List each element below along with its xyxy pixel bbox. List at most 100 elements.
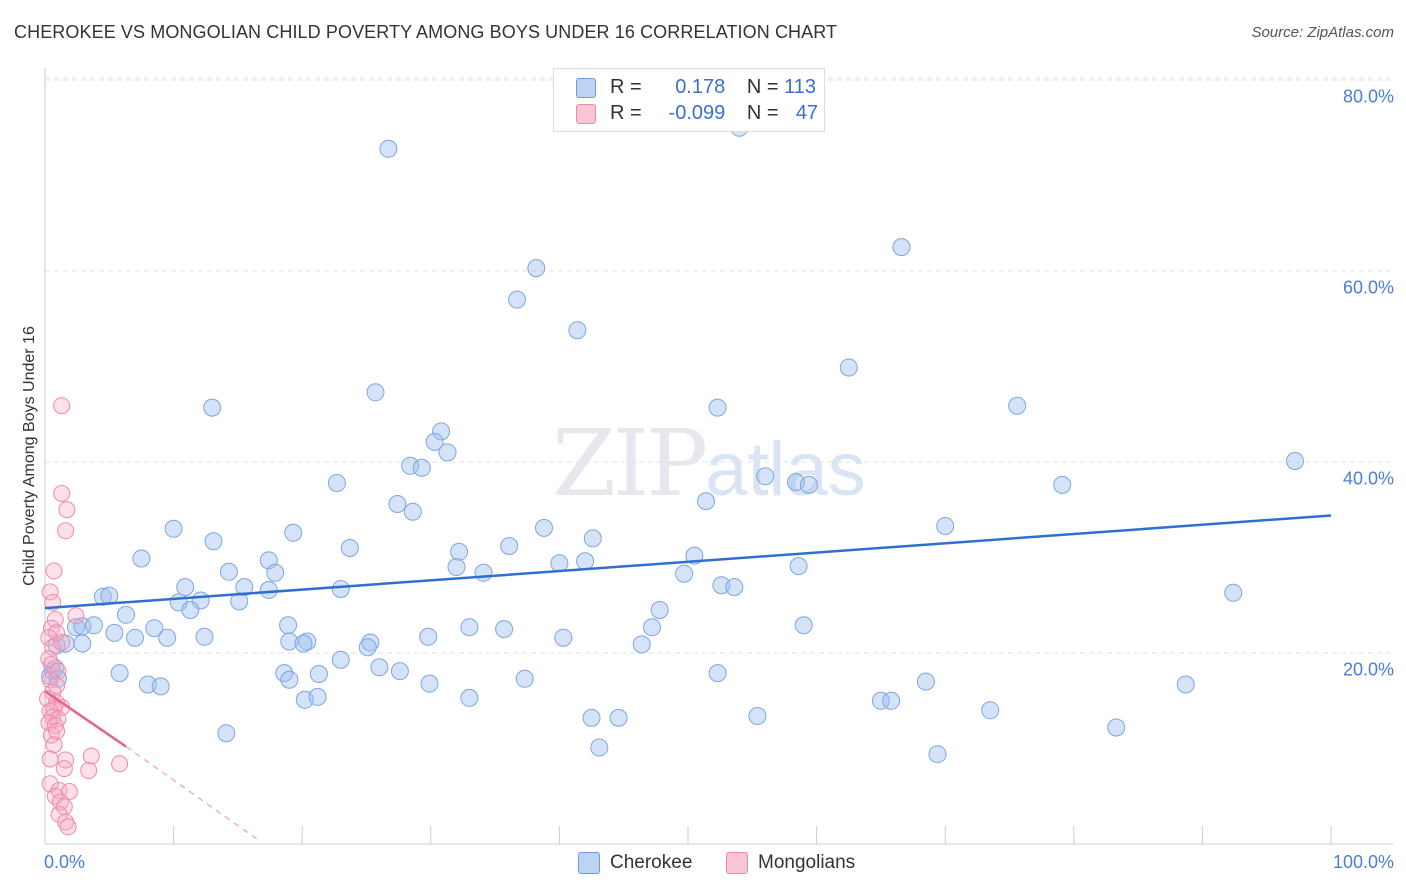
mongolians-point xyxy=(53,397,71,415)
cherokee-point xyxy=(235,578,254,597)
legend-r-label: R = xyxy=(610,76,642,98)
cherokee-point xyxy=(294,634,313,653)
cherokee-point xyxy=(105,623,124,642)
mongolians-point xyxy=(57,751,75,769)
cherokee-point xyxy=(158,628,177,647)
cherokee-point xyxy=(756,467,775,486)
cherokee-point xyxy=(219,562,238,581)
cherokee-point xyxy=(789,557,808,576)
cherokee-point xyxy=(508,290,526,309)
cherokee-point xyxy=(279,616,298,635)
cherokee-point xyxy=(550,554,569,573)
cherokee-point xyxy=(132,549,151,568)
cherokee-point xyxy=(554,628,573,647)
cherokee-point xyxy=(527,259,546,278)
cherokee-point xyxy=(164,519,183,538)
cherokee-point xyxy=(495,620,514,639)
mongolians-point xyxy=(42,619,60,637)
cherokee-point xyxy=(936,517,955,535)
cherokee-point xyxy=(794,616,813,635)
cherokee-point xyxy=(419,627,438,646)
cherokee-point xyxy=(515,669,534,688)
mongolians-trend-extension xyxy=(125,746,258,840)
cherokee-point xyxy=(361,633,380,652)
mongolians-trend-line xyxy=(44,690,127,748)
cherokee-point xyxy=(181,601,200,619)
mongolians-point xyxy=(41,775,59,793)
cherokee-point xyxy=(609,708,628,727)
mongolians-point xyxy=(41,671,59,689)
mongolians-point xyxy=(57,813,75,831)
cherokee-point xyxy=(217,724,236,743)
mongolians-point xyxy=(58,501,76,519)
cherokee-point xyxy=(403,502,422,521)
x-tick-label: 100.0% xyxy=(1332,852,1394,872)
cherokee-point xyxy=(432,422,451,441)
cherokee-point xyxy=(708,664,727,683)
cherokee-point xyxy=(390,662,409,681)
cherokee-point xyxy=(151,677,170,696)
cherokee-point xyxy=(1008,396,1027,415)
x-tick-label: 0.0% xyxy=(44,852,86,872)
cherokee-point xyxy=(195,627,214,646)
cherokee-trend-line xyxy=(44,514,1332,610)
bottom-legend-cherokee: Cherokee xyxy=(578,852,692,874)
cherokee-point xyxy=(1053,475,1072,494)
watermark-zip: ZIP xyxy=(552,410,708,517)
cherokee-point xyxy=(366,383,385,402)
mongolians-point xyxy=(42,656,60,673)
bottom-legend-label: Mongolians xyxy=(758,852,856,874)
cherokee-point xyxy=(358,638,377,657)
cherokee-point xyxy=(748,707,767,725)
y-tick-label: 40.0% xyxy=(1342,468,1394,489)
cherokee-point xyxy=(412,458,431,477)
cherokee-point xyxy=(327,474,346,492)
cherokee-point xyxy=(708,398,727,417)
mongolians-point xyxy=(53,634,71,651)
cherokee-point xyxy=(450,542,469,561)
cherokee-point xyxy=(100,586,119,605)
cherokee-point xyxy=(928,745,947,764)
mongolians-point xyxy=(53,485,71,502)
cherokee-point xyxy=(266,563,285,582)
cherokee-point xyxy=(892,238,911,257)
cherokee-point xyxy=(725,578,744,597)
legend-n-label: N = xyxy=(746,76,779,98)
mongolians-point xyxy=(48,722,66,740)
cherokee-point xyxy=(420,674,439,693)
cherokee-point xyxy=(590,738,609,757)
cherokee-point xyxy=(535,518,553,537)
cherokee-swatch xyxy=(576,77,596,98)
mongolians-point xyxy=(82,747,100,765)
cherokee-point xyxy=(1224,583,1243,602)
cherokee-point xyxy=(331,580,350,598)
cherokee-point xyxy=(145,619,164,638)
cherokee-point xyxy=(981,701,1000,720)
mongolians-point xyxy=(46,611,64,629)
cherokee-point xyxy=(73,634,92,653)
mongolians-point xyxy=(57,522,75,540)
cherokee-point xyxy=(331,650,350,669)
legend-r-value: -0.099 xyxy=(668,102,726,124)
cherokee-point xyxy=(176,578,195,597)
mongolians-point xyxy=(44,638,62,656)
correlation-legend: R = 0.178 N = 113 R = -0.099 N = 47 xyxy=(553,68,825,132)
watermark: ZIPatlas xyxy=(552,410,866,517)
cherokee-point xyxy=(280,670,299,689)
chart-title: CHEROKEE VS MONGOLIAN CHILD POVERTY AMON… xyxy=(14,22,838,42)
cherokee-swatch xyxy=(578,852,600,874)
cherokee-point xyxy=(204,532,223,551)
bottom-legend-mongolians: Mongolians xyxy=(726,852,855,874)
cherokee-point xyxy=(568,321,587,340)
legend-row-cherokee: R = 0.178 N = 113 xyxy=(576,76,816,100)
cherokee-point xyxy=(460,688,479,707)
cherokee-point xyxy=(370,658,389,677)
legend-row-mongolians: R = -0.099 N = 47 xyxy=(576,102,818,126)
cherokee-point xyxy=(259,581,278,599)
cherokee-point xyxy=(799,475,818,494)
cherokee-point xyxy=(438,443,457,462)
cherokee-point xyxy=(388,495,407,513)
mongolians-swatch xyxy=(576,103,596,124)
cherokee-point xyxy=(447,558,466,576)
